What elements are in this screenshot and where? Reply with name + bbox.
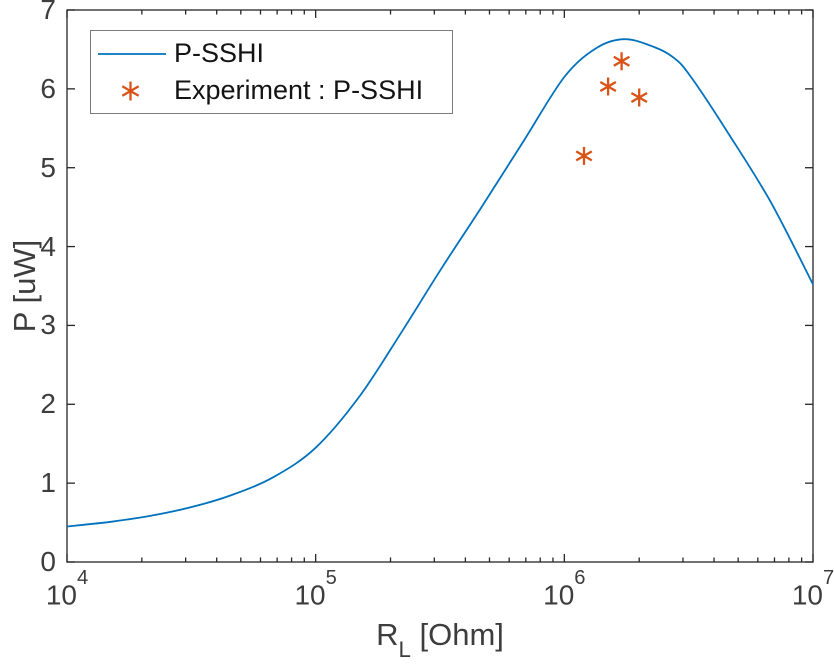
data-point-asterisk bbox=[630, 88, 648, 107]
x-axis-label: RL [Ohm] bbox=[240, 617, 640, 662]
y-tick-label: 1 bbox=[40, 467, 56, 499]
x-tick-label: 106 bbox=[543, 566, 586, 611]
data-point-asterisk bbox=[575, 146, 593, 165]
y-tick-label: 6 bbox=[40, 72, 56, 104]
data-point-asterisk bbox=[613, 52, 630, 71]
data-point-asterisk bbox=[599, 77, 617, 96]
y-tick-label: 3 bbox=[40, 309, 56, 341]
y-tick-label: 0 bbox=[40, 546, 56, 577]
axis-box bbox=[66, 9, 814, 563]
x-axis-label-rest: [Ohm] bbox=[410, 617, 504, 652]
x-axis-label-main: R bbox=[376, 617, 399, 652]
legend-line-sample bbox=[98, 52, 166, 55]
legend-label-psshi: P-SSHI bbox=[174, 38, 265, 68]
x-tick-label: 104 bbox=[45, 566, 89, 611]
series-line-psshi bbox=[66, 38, 814, 528]
x-tick-label: 107 bbox=[791, 566, 834, 611]
x-axis-label-sub: L bbox=[398, 637, 411, 663]
legend-entry-experiment: Experiment : P-SSHI bbox=[96, 72, 452, 109]
y-tick-label: 7 bbox=[40, 0, 56, 25]
legend: P-SSHI Experiment : P-SSHI bbox=[90, 30, 453, 114]
legend-label-experiment: Experiment : P-SSHI bbox=[174, 75, 424, 105]
legend-asterisk-icon bbox=[121, 81, 140, 100]
legend-asterisk-glyph bbox=[121, 81, 140, 100]
y-tick-label: 2 bbox=[40, 388, 56, 420]
legend-entry-psshi: P-SSHI bbox=[96, 35, 452, 72]
x-tick-label: 105 bbox=[294, 566, 337, 611]
y-tick-label: 4 bbox=[40, 230, 56, 262]
y-tick-label: 5 bbox=[40, 151, 56, 183]
